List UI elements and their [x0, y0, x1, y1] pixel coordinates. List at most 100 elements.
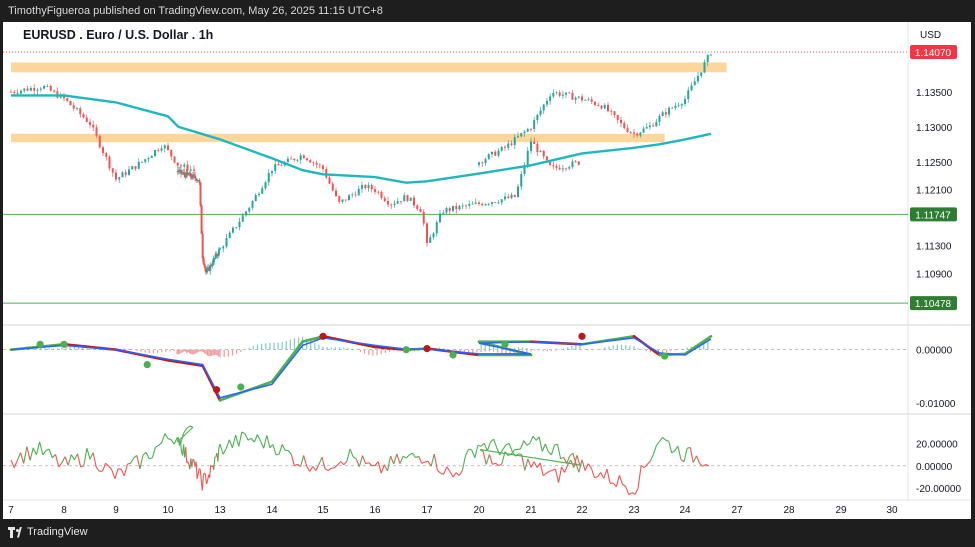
chart-canvas[interactable]: 1.11747 1.10478 1.13500 1.13000 1.12500 1.121… — [3, 22, 971, 519]
momentum-segment — [455, 472, 460, 476]
candle-body — [700, 72, 703, 76]
candle-body — [413, 197, 415, 206]
momentum-segment — [365, 462, 369, 465]
candle-body — [79, 108, 82, 115]
candle-body — [504, 146, 506, 148]
attribution-text: TimothyFigueroa published on TradingView… — [8, 5, 383, 17]
candle-body — [390, 204, 393, 206]
candle-body — [306, 158, 309, 161]
candle-body — [487, 203, 490, 205]
candle-body — [568, 167, 571, 169]
candle-body — [186, 171, 189, 175]
candle-body — [577, 161, 580, 165]
candle-body — [520, 133, 523, 137]
momentum-segment — [477, 444, 482, 447]
momentum-segment — [411, 452, 417, 458]
momentum-segment — [362, 455, 367, 464]
momentum-segment — [58, 462, 63, 468]
candle-body — [217, 249, 220, 256]
momentum-segment — [550, 444, 555, 456]
momentum-segment — [501, 451, 506, 464]
momentum-segment — [355, 458, 360, 467]
momentum-segment — [482, 451, 487, 465]
momentum-segment — [606, 468, 611, 484]
momentum-segment — [250, 438, 255, 443]
candle-body — [491, 202, 493, 204]
momentum-segment — [203, 472, 206, 475]
candle-body — [484, 204, 487, 206]
candle-body — [616, 115, 619, 120]
time-axis-tick: 23 — [628, 505, 640, 516]
momentum-segment — [204, 474, 208, 485]
candle-body — [481, 203, 484, 206]
momentum-segment — [572, 452, 577, 464]
momentum-segment — [238, 431, 243, 447]
momentum-segment — [418, 456, 423, 464]
candle-body — [335, 190, 337, 197]
candle-body — [484, 159, 487, 164]
momentum-segment — [155, 444, 159, 448]
candle-body — [251, 201, 254, 208]
candle-body — [530, 129, 532, 130]
candle-body — [248, 207, 251, 212]
momentum-segment — [526, 442, 531, 446]
momentum-segment — [337, 461, 342, 466]
candle-body — [137, 161, 140, 169]
candle-body — [478, 162, 480, 165]
candle-body — [322, 165, 324, 169]
candle-body — [118, 177, 121, 180]
momentum-segment — [533, 461, 538, 468]
chart-title: EURUSD . Euro / U.S. Dollar . 1h — [23, 28, 213, 42]
momentum-segment — [446, 466, 451, 472]
candle-body — [574, 97, 577, 100]
fast-line-segment — [166, 359, 204, 367]
momentum-segment — [199, 469, 202, 481]
fast-line-segment — [683, 335, 713, 356]
momentum-segment — [502, 444, 507, 450]
candle-body — [204, 267, 207, 273]
momentum-segment — [464, 448, 470, 456]
candle-body — [232, 227, 234, 233]
candle-body — [539, 110, 542, 115]
candle-body — [29, 88, 32, 91]
momentum-segment — [584, 463, 589, 471]
momentum-segment — [54, 454, 60, 468]
momentum-segment — [209, 465, 212, 478]
chart-panel[interactable]: 1.11747 1.10478 1.13500 1.13000 1.12500 1.121… — [3, 22, 971, 519]
candle-body — [108, 156, 111, 169]
candle-body — [216, 255, 219, 257]
candle-body — [442, 212, 445, 214]
momentum-segment — [529, 436, 534, 444]
momentum-segment — [197, 468, 200, 475]
tradingview-logo[interactable]: TradingView — [8, 526, 88, 538]
momentum-segment — [80, 465, 84, 468]
time-axis-tick: 21 — [525, 505, 537, 516]
momentum-segment — [306, 465, 311, 472]
momentum-segment — [532, 435, 537, 441]
momentum-segment — [136, 455, 141, 469]
momentum-segment — [201, 475, 204, 491]
candle-body — [72, 105, 75, 109]
candle-body — [620, 119, 622, 124]
candle-body — [520, 173, 523, 187]
momentum-segment — [149, 457, 153, 460]
momentum-segment — [95, 466, 100, 472]
candle-body — [600, 105, 603, 109]
candle-body — [98, 135, 101, 148]
time-axis-tick: 17 — [421, 505, 433, 516]
momentum-segment — [517, 448, 521, 450]
candle-body — [178, 169, 181, 171]
momentum-segment — [495, 462, 500, 467]
momentum-segment — [443, 466, 448, 475]
candle-body — [435, 222, 438, 234]
candle-body — [549, 96, 552, 101]
candle-body — [69, 100, 72, 106]
candle-body — [13, 91, 16, 93]
momentum-segment — [123, 463, 128, 476]
candle-body — [197, 180, 200, 181]
price-axis-tick: 1.10900 — [916, 270, 953, 281]
candle-body — [510, 194, 513, 199]
momentum-segment — [558, 466, 563, 483]
candle-body — [157, 150, 160, 151]
candle-body — [215, 253, 218, 256]
